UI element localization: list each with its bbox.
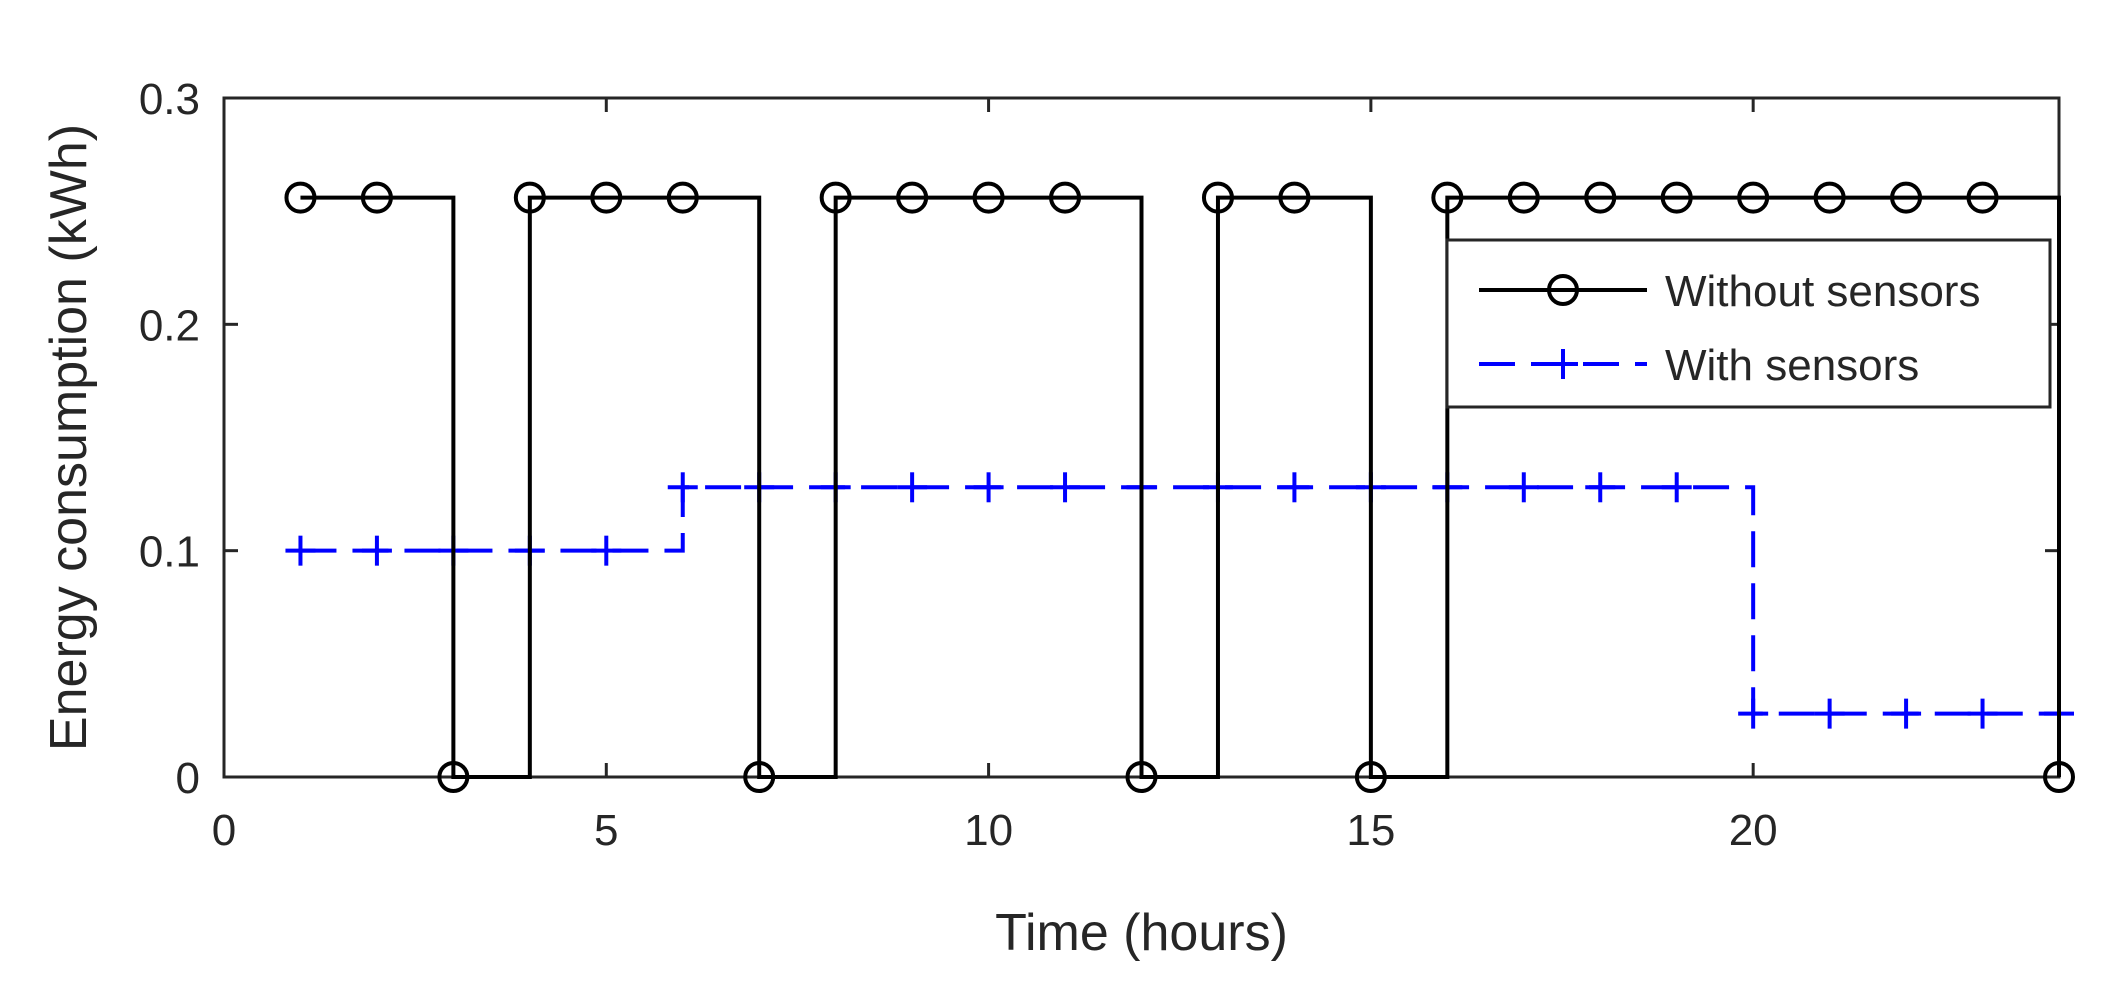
circle-marker xyxy=(1584,181,1617,214)
axis-ticks: 0 5 10 15 20 0 0.1 0.2 0.3 xyxy=(139,75,2059,855)
y-tick-label: 0.2 xyxy=(139,301,200,350)
circle-marker xyxy=(1049,181,1082,214)
series-line xyxy=(300,485,2059,716)
plus-marker xyxy=(361,535,392,566)
plus-marker xyxy=(973,472,1004,503)
circle-marker xyxy=(1201,181,1234,214)
x-tick-label: 10 xyxy=(964,806,1013,855)
x-tick-label: 20 xyxy=(1729,806,1778,855)
x-tick-label: 15 xyxy=(1346,806,1395,855)
series-with-sensors xyxy=(285,472,2074,729)
legend-entry: With sensors xyxy=(1479,341,1919,390)
plus-marker xyxy=(1279,472,1310,503)
plus-marker xyxy=(1967,698,1998,729)
y-tick-label: 0.3 xyxy=(139,75,200,124)
y-tick-label: 0 xyxy=(176,754,200,803)
circle-marker xyxy=(666,181,699,214)
circle-marker xyxy=(513,181,546,214)
circle-marker xyxy=(1966,181,1999,214)
circle-marker xyxy=(437,761,470,793)
plus-marker xyxy=(1585,472,1616,503)
circle-marker xyxy=(1278,181,1311,214)
plus-marker xyxy=(1508,472,1539,503)
circle-marker xyxy=(2043,761,2075,793)
circle-marker xyxy=(1660,181,1693,214)
plus-marker xyxy=(1548,349,1578,379)
plus-marker xyxy=(667,472,698,503)
circle-marker xyxy=(743,761,776,793)
circle-marker xyxy=(1507,181,1540,214)
x-tick-label: 0 xyxy=(212,806,236,855)
legend-label: Without sensors xyxy=(1665,267,1980,316)
circle-marker xyxy=(1890,181,1923,214)
circle-marker xyxy=(896,181,929,214)
circle-marker xyxy=(1354,761,1387,793)
legend: Without sensors With sensors xyxy=(1445,238,2052,409)
series-layer xyxy=(284,181,2075,793)
plus-marker xyxy=(1050,472,1081,503)
plus-marker xyxy=(1814,698,1845,729)
y-tick-label: 0.1 xyxy=(139,528,200,577)
plus-marker xyxy=(285,535,316,566)
plus-marker xyxy=(897,472,928,503)
circle-marker xyxy=(1125,761,1158,793)
circle-marker xyxy=(590,181,623,214)
legend-box xyxy=(1445,238,2052,409)
circle-marker xyxy=(1813,181,1846,214)
circle-marker xyxy=(1431,181,1464,214)
plus-marker xyxy=(1891,698,1922,729)
y-axis-label: Energy consumption (kWh) xyxy=(40,124,98,751)
plus-marker xyxy=(1738,698,1769,729)
circle-marker xyxy=(1737,181,1770,214)
series-without-sensors xyxy=(284,181,2075,793)
x-tick-label: 5 xyxy=(594,806,618,855)
circle-marker xyxy=(819,181,852,214)
plus-marker xyxy=(1661,472,1692,503)
legend-entry: Without sensors xyxy=(1479,267,1980,316)
plus-marker xyxy=(591,535,622,566)
x-axis-label: Time (hours) xyxy=(995,904,1288,962)
circle-marker xyxy=(360,181,393,214)
legend-label: With sensors xyxy=(1665,341,1919,390)
series-line xyxy=(300,195,2061,779)
circle-marker xyxy=(284,181,317,214)
circle-marker xyxy=(972,181,1005,214)
circle-marker xyxy=(1547,274,1579,306)
